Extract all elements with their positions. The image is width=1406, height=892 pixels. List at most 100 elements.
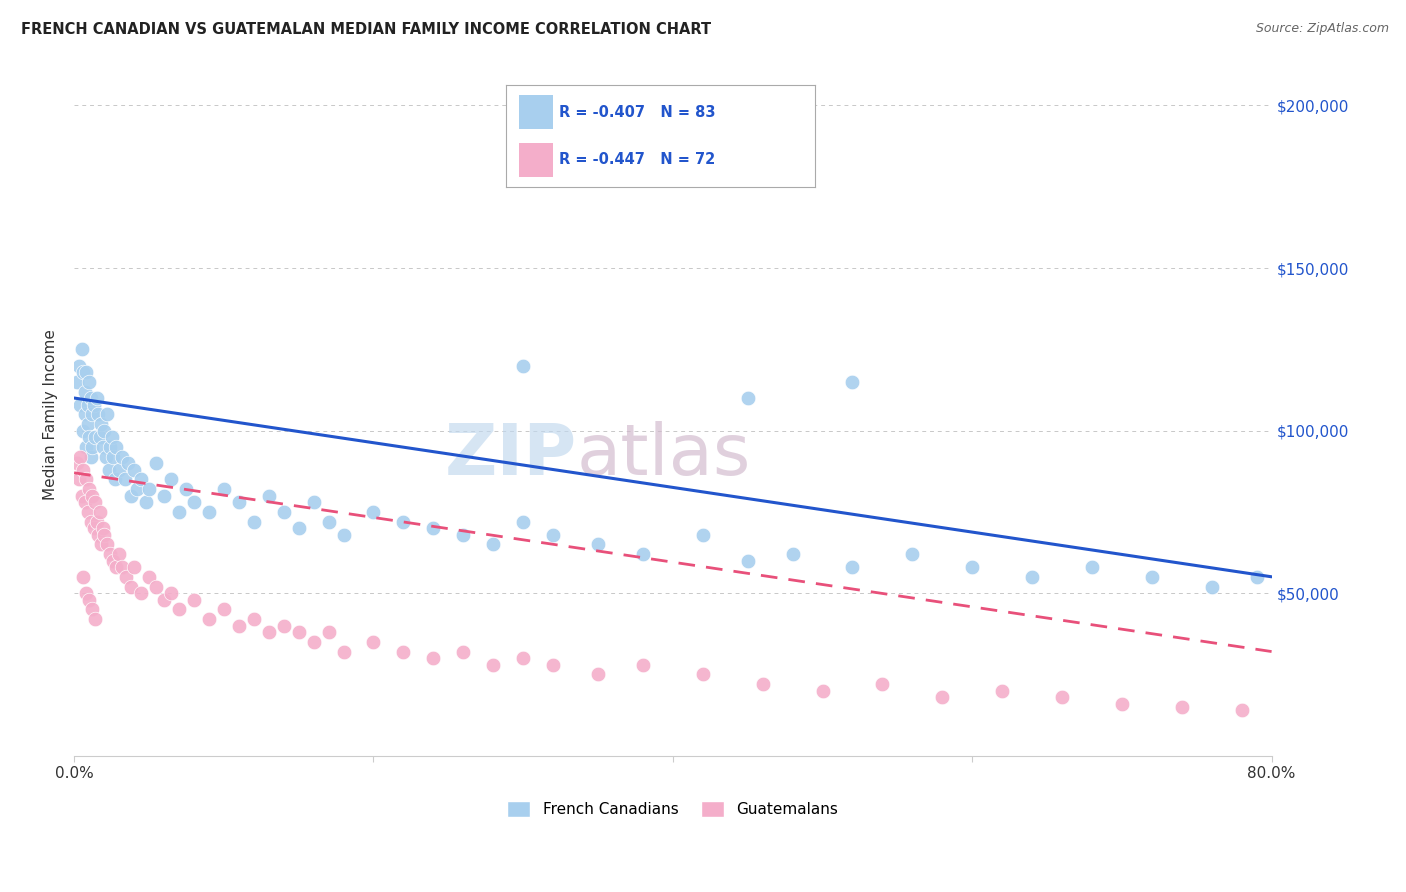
Point xyxy=(72,462,94,476)
Point xyxy=(73,384,96,399)
Point xyxy=(131,472,153,486)
Point xyxy=(72,424,94,438)
Point xyxy=(145,456,167,470)
Point xyxy=(84,430,107,444)
Point xyxy=(79,450,101,464)
Point xyxy=(73,495,96,509)
Point xyxy=(73,407,96,421)
Point xyxy=(86,391,108,405)
Point xyxy=(138,570,160,584)
Point xyxy=(198,505,221,519)
Point xyxy=(1140,570,1163,584)
Point xyxy=(70,343,93,357)
Point xyxy=(98,440,121,454)
Point xyxy=(302,495,325,509)
Point xyxy=(66,375,89,389)
Point xyxy=(586,667,609,681)
Point xyxy=(228,618,250,632)
Text: Source: ZipAtlas.com: Source: ZipAtlas.com xyxy=(1256,22,1389,36)
Point xyxy=(120,489,142,503)
Point xyxy=(332,644,354,658)
Point xyxy=(80,602,103,616)
Point xyxy=(89,505,111,519)
Point xyxy=(541,657,564,672)
Text: R = -0.447   N = 72: R = -0.447 N = 72 xyxy=(558,153,716,167)
Point xyxy=(91,440,114,454)
Point xyxy=(318,515,340,529)
Point xyxy=(90,537,112,551)
Point xyxy=(93,527,115,541)
Point xyxy=(111,560,134,574)
Point xyxy=(153,592,176,607)
Point xyxy=(318,625,340,640)
Point xyxy=(80,489,103,503)
Point xyxy=(115,570,138,584)
Point xyxy=(79,515,101,529)
Point xyxy=(69,398,91,412)
Point xyxy=(153,489,176,503)
Point xyxy=(453,527,475,541)
Point xyxy=(392,515,415,529)
Point xyxy=(75,586,97,600)
Point xyxy=(1111,697,1133,711)
Point xyxy=(76,398,98,412)
Point xyxy=(75,472,97,486)
Point xyxy=(1230,703,1253,717)
Point xyxy=(101,450,124,464)
Y-axis label: Median Family Income: Median Family Income xyxy=(44,329,58,500)
Point xyxy=(66,456,89,470)
Point xyxy=(76,417,98,431)
Point xyxy=(69,450,91,464)
Point xyxy=(114,472,136,486)
Point xyxy=(422,651,444,665)
Point xyxy=(79,391,101,405)
Point xyxy=(108,462,131,476)
Point xyxy=(363,635,385,649)
Point xyxy=(76,505,98,519)
Point xyxy=(167,505,190,519)
Point xyxy=(287,625,309,640)
Point xyxy=(135,495,157,509)
Point xyxy=(105,560,128,574)
Point xyxy=(84,495,107,509)
Point xyxy=(138,482,160,496)
Point xyxy=(67,472,90,486)
Point xyxy=(1050,690,1073,704)
Point xyxy=(841,375,863,389)
Point xyxy=(100,430,122,444)
Point xyxy=(125,482,148,496)
Point xyxy=(782,547,804,561)
Point xyxy=(77,482,100,496)
Point xyxy=(90,417,112,431)
Point xyxy=(212,482,235,496)
Point xyxy=(70,489,93,503)
Point xyxy=(242,612,264,626)
Point xyxy=(287,521,309,535)
FancyBboxPatch shape xyxy=(519,95,553,128)
Point xyxy=(87,527,110,541)
Text: atlas: atlas xyxy=(576,421,751,490)
Point xyxy=(1021,570,1043,584)
Point xyxy=(242,515,264,529)
Point xyxy=(96,407,118,421)
Legend: French Canadians, Guatemalans: French Canadians, Guatemalans xyxy=(502,795,845,823)
Point xyxy=(1246,570,1268,584)
Point xyxy=(332,527,354,541)
Point xyxy=(586,537,609,551)
Point xyxy=(91,521,114,535)
Point xyxy=(108,547,131,561)
Point xyxy=(512,515,534,529)
Point xyxy=(183,592,205,607)
Point xyxy=(482,657,505,672)
Text: R = -0.407   N = 83: R = -0.407 N = 83 xyxy=(558,105,716,120)
Point xyxy=(273,618,295,632)
Point xyxy=(1081,560,1104,574)
Point xyxy=(183,495,205,509)
Point xyxy=(811,683,834,698)
Point xyxy=(105,440,128,454)
Point xyxy=(77,592,100,607)
Point xyxy=(631,547,654,561)
Point xyxy=(145,580,167,594)
Point xyxy=(77,430,100,444)
Point xyxy=(737,553,759,567)
